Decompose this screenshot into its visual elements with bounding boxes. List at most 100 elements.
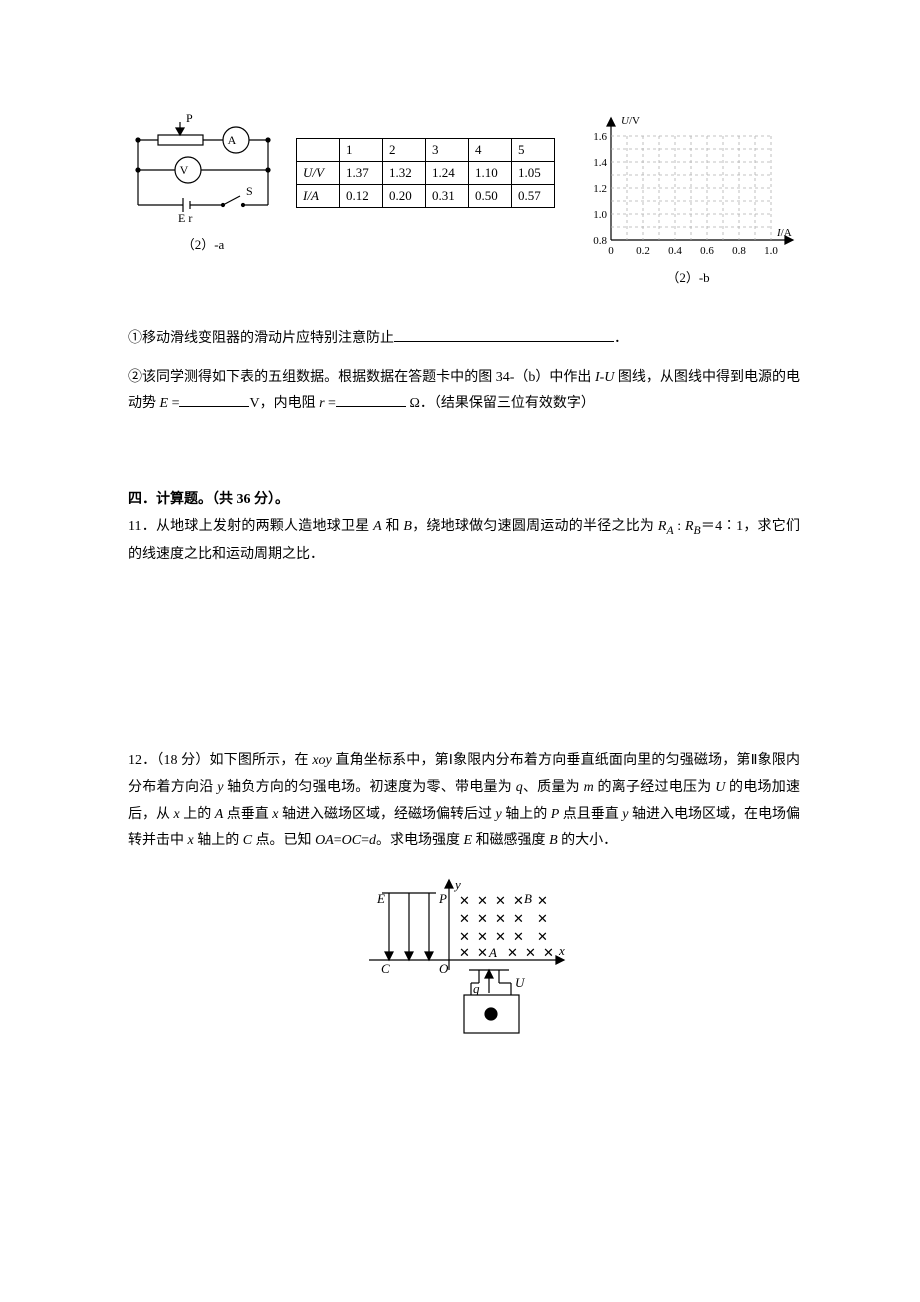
var: d — [369, 833, 376, 848]
text: 轴负方向的匀强电场。初速度为零、带电量为 — [223, 780, 515, 795]
label-A: A — [488, 945, 497, 960]
cell: I/A — [297, 185, 340, 208]
svg-text:✕: ✕ — [525, 945, 536, 960]
ytick: 1.2 — [593, 183, 607, 195]
label-y: y — [453, 877, 461, 892]
cell: 1.37 — [340, 162, 383, 185]
var: U — [715, 780, 725, 795]
circuit-diagram-block: P A V S E r （2）-a — [128, 110, 278, 253]
text: 轴上的 — [502, 807, 551, 822]
subq-2: ②该同学测得如下表的五组数据。根据数据在答题卡中的图 34-（b）中作出 I-U… — [128, 365, 800, 418]
subq-1: ①移动滑线变阻器的滑动片应特别注意防止． — [128, 326, 800, 353]
text: = — [325, 396, 336, 411]
ytick: 1.6 — [593, 131, 607, 143]
var: OA — [315, 833, 334, 848]
svg-text:✕: ✕ — [459, 929, 470, 944]
xtick: 0.6 — [700, 245, 714, 257]
svg-text:✕: ✕ — [477, 893, 488, 908]
var: E — [464, 833, 473, 848]
cell: 0.50 — [469, 185, 512, 208]
text: = — [168, 396, 179, 411]
x-axis-label: I/A — [776, 227, 792, 239]
svg-text:✕: ✕ — [513, 929, 524, 944]
text: V，内电阻 — [249, 396, 319, 411]
data-table: 1 2 3 4 5 U/V 1.37 1.32 1.24 1.10 1.05 I… — [296, 138, 555, 208]
blank-line — [179, 392, 249, 407]
cell: 0.57 — [512, 185, 555, 208]
table-row: 1 2 3 4 5 — [297, 139, 555, 162]
var: B — [549, 833, 558, 848]
text: 的大小． — [558, 833, 618, 848]
cell: 1.32 — [383, 162, 426, 185]
text: 上的 — [180, 807, 215, 822]
text: = — [334, 833, 342, 848]
svg-text:✕: ✕ — [459, 911, 470, 926]
cell: 1.05 — [512, 162, 555, 185]
q12-svg: ✕✕✕✕✕ ✕✕✕✕✕ ✕✕✕✕✕ ✕✕✕✕✕ E P B C O A x y … — [349, 875, 579, 1045]
text: 12．（18 分）如下图所示，在 — [128, 753, 312, 768]
label-Er: E r — [178, 211, 192, 225]
circuit-caption: （2）-a — [128, 234, 278, 253]
ytick: 0.8 — [593, 235, 607, 247]
circuit-svg: P A V S E r — [128, 110, 278, 225]
xtick: 0.2 — [636, 245, 650, 257]
svg-text:✕: ✕ — [537, 929, 548, 944]
label-S: S — [246, 184, 253, 198]
var-E: E — [160, 396, 169, 411]
cell: 1.24 — [426, 162, 469, 185]
var-A: A — [373, 519, 382, 534]
cell: U/V — [297, 162, 340, 185]
cell: 2 — [383, 139, 426, 162]
var: m — [584, 780, 594, 795]
svg-text:✕: ✕ — [459, 945, 470, 960]
svg-text:✕: ✕ — [495, 911, 506, 926]
var: q — [516, 780, 523, 795]
text: 轴进入磁场区域，经磁场偏转后过 — [279, 807, 496, 822]
var-IU: I-U — [595, 370, 614, 385]
xtick: 0 — [608, 245, 614, 257]
svg-text:✕: ✕ — [537, 911, 548, 926]
label-x: x — [558, 943, 565, 958]
var: xoy — [312, 753, 331, 768]
cell: 0.12 — [340, 185, 383, 208]
svg-text:✕: ✕ — [477, 945, 488, 960]
label-V: V — [180, 163, 189, 177]
cell: 4 — [469, 139, 512, 162]
xtick: 0.8 — [732, 245, 746, 257]
svg-text:✕: ✕ — [543, 945, 554, 960]
xtick: 0.4 — [668, 245, 682, 257]
svg-text:✕: ✕ — [477, 911, 488, 926]
top-row: P A V S E r （2）-a 1 2 3 4 5 U/V 1.37 1.3… — [128, 110, 800, 286]
label-C: C — [381, 961, 390, 976]
var-RB: R — [685, 519, 694, 534]
text: 、质量为 — [523, 780, 584, 795]
xtick: 1.0 — [764, 245, 778, 257]
page: P A V S E r （2）-a 1 2 3 4 5 U/V 1.37 1.3… — [0, 0, 920, 1110]
table-row: I/A 0.12 0.20 0.31 0.50 0.57 — [297, 185, 555, 208]
cell: 0.31 — [426, 185, 469, 208]
blank-line — [336, 392, 406, 407]
svg-text:✕: ✕ — [513, 893, 524, 908]
blank-line — [394, 327, 614, 342]
text: = — [361, 833, 369, 848]
cell: 3 — [426, 139, 469, 162]
cell: 5 — [512, 139, 555, 162]
label-P: P — [438, 891, 447, 906]
label-B: B — [524, 891, 532, 906]
table-row: U/V 1.37 1.32 1.24 1.10 1.05 — [297, 162, 555, 185]
question-11: 11．从地球上发射的两颗人造地球卫星 A 和 B，绕地球做匀速圆周运动的半径之比… — [128, 514, 800, 569]
ytick: 1.0 — [593, 209, 607, 221]
sub: A — [666, 524, 673, 537]
sub: B — [694, 524, 701, 537]
var: P — [551, 807, 560, 822]
label-P: P — [186, 111, 193, 125]
text: 点且垂直 — [559, 807, 622, 822]
svg-text:✕: ✕ — [495, 893, 506, 908]
svg-text:✕: ✕ — [459, 893, 470, 908]
text: Ω．（结果保留三位有效数字） — [406, 396, 595, 411]
svg-text:✕: ✕ — [495, 929, 506, 944]
chart-caption: （2）-b — [573, 267, 803, 286]
ytick: 1.4 — [593, 157, 607, 169]
label-E: E — [376, 891, 385, 906]
cell: 1 — [340, 139, 383, 162]
